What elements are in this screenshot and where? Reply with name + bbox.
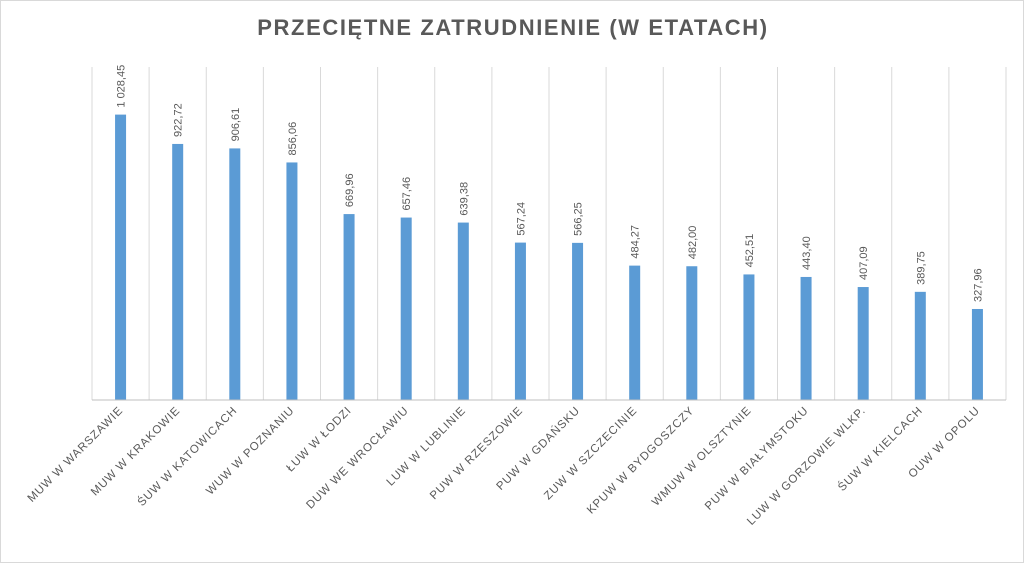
data-label: 389,75 xyxy=(915,251,927,285)
data-label: 669,96 xyxy=(344,173,356,207)
bar xyxy=(229,148,241,400)
bar xyxy=(172,143,184,401)
bar xyxy=(115,114,127,400)
gridlines xyxy=(91,67,1007,400)
chart-title: PRZECIĘTNE ZATRUDNIENIE (W ETATACH) xyxy=(257,15,769,40)
bar xyxy=(457,222,469,400)
bar xyxy=(743,274,755,400)
category-label: PUW W RZESZOWIE xyxy=(428,405,526,503)
bar xyxy=(914,291,926,400)
bar xyxy=(286,162,298,400)
bar xyxy=(572,242,584,400)
category-label: LUW W GORZOWIE WLKP. xyxy=(745,405,868,528)
bar xyxy=(800,276,812,400)
bar xyxy=(629,265,641,400)
data-label: 657,46 xyxy=(401,177,413,211)
bar xyxy=(857,287,869,400)
category-label: WMUW W OLSZTYNIE xyxy=(650,405,754,509)
category-label: KPUW W BYDGOSZCZY xyxy=(585,405,697,517)
data-label: 443,40 xyxy=(801,236,813,270)
data-label: 856,06 xyxy=(287,122,299,156)
data-label: 482,00 xyxy=(687,226,699,260)
bar xyxy=(400,217,412,400)
data-label: 639,38 xyxy=(458,182,470,216)
category-label: PUW W BIAŁYMSTOKU xyxy=(703,405,811,513)
data-labels: 1 028,45 922,72 906,61 856,06 669,96 657,46 63… xyxy=(116,65,985,302)
data-label: 1 028,45 xyxy=(116,65,128,108)
data-label: 452,51 xyxy=(744,234,756,268)
bars xyxy=(115,114,983,401)
bar xyxy=(686,266,698,400)
data-label: 327,96 xyxy=(972,268,984,302)
bar xyxy=(971,308,983,400)
category-label: ZUW W SZCZECINIE xyxy=(542,405,640,503)
data-label: 567,24 xyxy=(515,202,527,236)
category-label: ŚUW W KATOWICACH xyxy=(135,404,240,509)
bar xyxy=(343,214,355,400)
data-label: 566,25 xyxy=(573,202,585,236)
data-label: 922,72 xyxy=(173,103,185,137)
data-label: 484,27 xyxy=(630,225,642,259)
data-label: 407,09 xyxy=(858,246,870,280)
category-label: DUW WE WROCŁAWIU xyxy=(304,405,411,512)
category-label: MUW W WARSZAWIE xyxy=(26,405,126,505)
data-label: 906,61 xyxy=(230,108,242,142)
bar xyxy=(514,242,526,400)
